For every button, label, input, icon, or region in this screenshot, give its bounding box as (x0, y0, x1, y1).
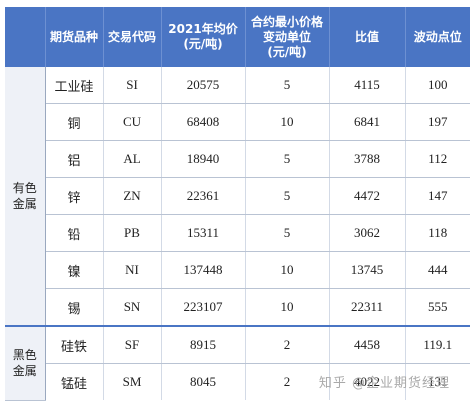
watermark-site: 知乎 (318, 376, 347, 391)
ratio-cell: 13745 (329, 251, 406, 289)
product-cell: 锡 (45, 288, 104, 327)
product-cell: 锰硅 (45, 363, 104, 400)
ratio-cell: 3062 (329, 214, 406, 252)
header-min-tick-line2: 变动单位 (262, 29, 311, 44)
product-cell: 铝 (45, 140, 104, 178)
product-cell: 锌 (45, 177, 104, 215)
code-cell: CU (103, 103, 162, 141)
avg-price-cell: 20575 (161, 67, 246, 104)
avg-price-cell: 22361 (161, 177, 246, 215)
header-points: 波动点位 (405, 7, 470, 67)
header-group (5, 7, 46, 67)
points-cell: 119.1 (405, 325, 470, 364)
table-body: 有色 金属 工业硅 SI 20575 5 4115 100 铜 CU 68408 10 6841 197 铝… (5, 67, 470, 401)
ratio-cell: 3788 (329, 140, 406, 178)
table-row: 铅 PB 15311 5 3062 118 (5, 214, 470, 252)
product-cell: 工业硅 (45, 67, 104, 104)
group-label-line2: 金属 (12, 197, 37, 211)
product-cell: 硅铁 (45, 325, 104, 364)
header-min-tick-line3: (元/吨) (267, 44, 307, 59)
min-tick-cell: 5 (245, 214, 330, 252)
code-cell: NI (103, 251, 162, 289)
header-ratio: 比值 (329, 7, 406, 67)
avg-price-cell: 68408 (161, 103, 246, 141)
watermark: 知乎 @企业期货经理 (319, 372, 450, 391)
header-min-tick-line1: 合约最小价格 (250, 14, 323, 29)
group-label-cell: 黑色 金属 (5, 325, 46, 401)
table-row: 锡 SN 223107 10 22311 555 (5, 288, 470, 327)
table-row: 黑色 金属 硅铁 SF 8915 2 4458 119.1 (5, 325, 470, 401)
code-cell: SN (103, 288, 162, 327)
min-tick-cell: 5 (245, 177, 330, 215)
points-cell: 444 (405, 251, 470, 289)
points-cell: 197 (405, 103, 470, 141)
avg-price-cell: 8045 (161, 363, 246, 400)
code-cell: SF (103, 325, 162, 364)
group-label-line1: 黑色 (12, 348, 37, 363)
table-row: 锌 ZN 22361 5 4472 147 (5, 177, 470, 215)
points-cell: 147 (405, 177, 470, 215)
min-tick-cell: 10 (245, 103, 330, 141)
min-tick-cell: 2 (245, 363, 330, 400)
header-avg-price-line2: (元/吨) (183, 37, 223, 51)
avg-price-cell: 18940 (161, 140, 246, 178)
code-cell: PB (103, 214, 162, 252)
table-row: 铜 CU 68408 10 6841 197 (5, 103, 470, 141)
product-cell: 铅 (45, 214, 104, 252)
ratio-cell: 4115 (329, 67, 406, 104)
points-cell: 100 (405, 67, 470, 104)
table-row: 铝 AL 18940 5 3788 112 (5, 140, 470, 178)
min-tick-cell: 2 (245, 325, 330, 364)
ratio-cell: 4022 (329, 363, 406, 400)
header-row: 期货品种 交易代码 2021年均价 (元/吨) 合约最小价格 变动单位 (元/吨… (5, 7, 470, 67)
code-cell: AL (103, 140, 162, 178)
avg-price-cell: 137448 (161, 251, 246, 289)
min-tick-cell: 10 (245, 288, 330, 327)
futures-comparison-table: 期货品种 交易代码 2021年均价 (元/吨) 合约最小价格 变动单位 (元/吨… (5, 7, 470, 401)
avg-price-cell: 8915 (161, 325, 246, 364)
code-cell: SI (103, 67, 162, 104)
points-cell: 112 (405, 140, 470, 178)
code-cell: ZN (103, 177, 162, 215)
ratio-cell: 4472 (329, 177, 406, 215)
header-avg-price-line1: 2021年均价 (168, 22, 238, 36)
ratio-cell: 22311 (329, 288, 406, 327)
points-cell: 131 (428, 374, 448, 389)
header-code: 交易代码 (103, 7, 162, 67)
product-cell: 铜 (45, 103, 104, 141)
watermark-handle: @企业期货经理 (351, 376, 450, 391)
min-tick-cell: 5 (245, 67, 330, 104)
group-label-line2: 金属 (12, 364, 37, 379)
group-label-cell: 有色 金属 (5, 67, 46, 327)
min-tick-cell: 10 (245, 251, 330, 289)
table-row: 有色 金属 工业硅 SI 20575 5 4115 100 (5, 67, 470, 327)
header-avg-price: 2021年均价 (元/吨) (161, 7, 246, 67)
points-cell: 555 (405, 288, 470, 327)
table-row: 镍 NI 137448 10 13745 444 (5, 251, 470, 289)
table-row: 锰硅 SM 8045 2 4022 131 (5, 363, 470, 400)
ratio-cell: 4458 (329, 325, 406, 364)
ratio-cell: 6841 (329, 103, 406, 141)
code-cell: SM (103, 363, 162, 400)
points-cell: 118 (405, 214, 470, 252)
min-tick-cell: 5 (245, 140, 330, 178)
avg-price-cell: 223107 (161, 288, 246, 327)
group-label-line1: 有色 (12, 181, 37, 195)
header-min-tick: 合约最小价格 变动单位 (元/吨) (245, 7, 330, 67)
product-cell: 镍 (45, 251, 104, 289)
avg-price-cell: 15311 (161, 214, 246, 252)
header-product: 期货品种 (45, 7, 104, 67)
